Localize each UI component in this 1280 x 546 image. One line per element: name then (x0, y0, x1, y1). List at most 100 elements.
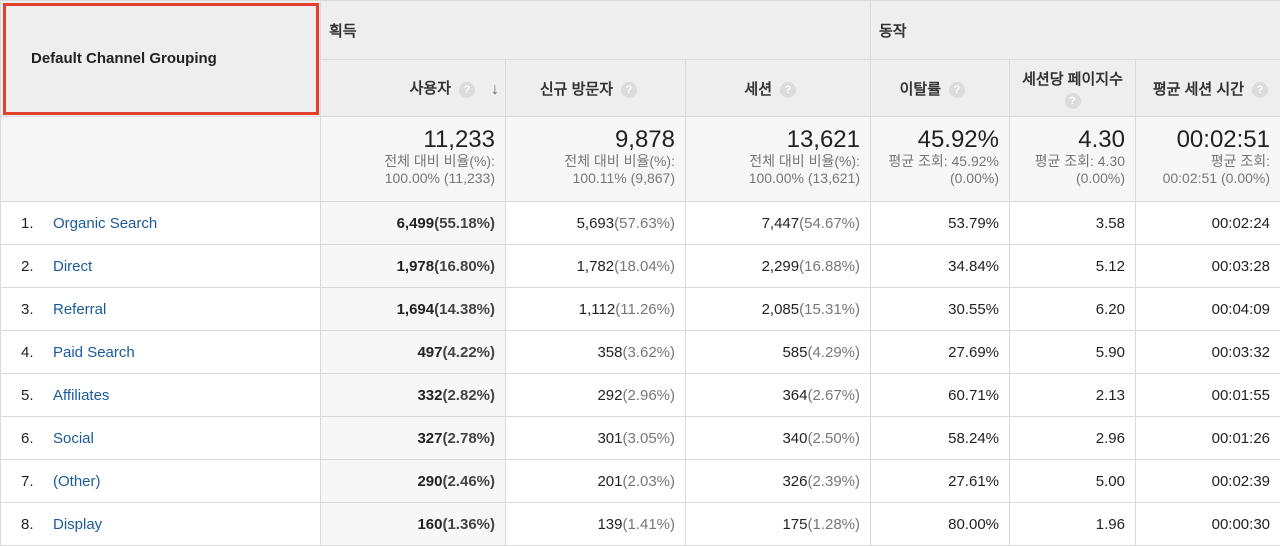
users-column-header[interactable]: 사용자?↓ (321, 60, 506, 117)
avg-session-total-caption: 평균 조회: (1136, 153, 1270, 170)
pages-total-cell: 4.30 평균 조회: 4.30 (0.00%) (1010, 117, 1136, 202)
new-visitors-cell: 1,112(11.26%) (506, 288, 686, 331)
pages-per-session-cell: 5.90 (1010, 331, 1136, 374)
new-visitors-column-header[interactable]: 신규 방문자? (506, 60, 686, 117)
channel-link[interactable]: Affiliates (53, 387, 109, 404)
users-value: 1,978 (397, 258, 435, 275)
row-rank: 5. (21, 387, 53, 404)
avg-session-cell: 00:01:55 (1136, 374, 1280, 417)
help-icon[interactable]: ? (1252, 82, 1268, 98)
dimension-header-label: Default Channel Grouping (31, 50, 217, 67)
sessions-percent: (15.31%) (799, 301, 860, 318)
channel-cell: 1.Organic Search (1, 202, 321, 245)
avg-session-cell: 00:01:26 (1136, 417, 1280, 460)
bounce-total-caption: 평균 조회: 45.92% (871, 153, 999, 170)
users-total-detail: 100.00% (11,233) (321, 170, 495, 187)
channel-cell: 8.Display (1, 503, 321, 546)
bounce-rate-column-header[interactable]: 이탈률? (871, 60, 1010, 117)
help-icon[interactable]: ? (621, 82, 637, 98)
avg-session-total-detail: 00:02:51 (0.00%) (1136, 170, 1270, 187)
bounce-rate-cell: 27.69% (871, 331, 1010, 374)
totals-dimension-cell (1, 117, 321, 202)
users-percent: (2.46%) (442, 473, 495, 490)
sessions-column-header[interactable]: 세션? (686, 60, 871, 117)
avg-session-cell: 00:02:39 (1136, 460, 1280, 503)
pages-per-session-cell: 6.20 (1010, 288, 1136, 331)
sessions-total-caption: 전체 대비 비율(%): (686, 153, 860, 170)
bounce-rate-cell: 27.61% (871, 460, 1010, 503)
new-visitors-cell: 292(2.96%) (506, 374, 686, 417)
new-visitors-total-caption: 전체 대비 비율(%): (506, 153, 675, 170)
new-visitors-value: 139 (597, 516, 622, 533)
avg-session-cell: 00:00:30 (1136, 503, 1280, 546)
new-visitors-total-value: 9,878 (506, 127, 675, 153)
bounce-total-cell: 45.92% 평균 조회: 45.92% (0.00%) (871, 117, 1010, 202)
pages-per-session-cell: 5.00 (1010, 460, 1136, 503)
new-visitors-value: 292 (597, 387, 622, 404)
new-visitors-percent: (11.26%) (615, 301, 675, 318)
sessions-total-cell: 13,621 전체 대비 비율(%): 100.00% (13,621) (686, 117, 871, 202)
pages-per-session-cell: 2.96 (1010, 417, 1136, 460)
avg-session-total-value: 00:02:51 (1136, 127, 1270, 153)
avg-session-column-header[interactable]: 평균 세션 시간? (1136, 60, 1280, 117)
sessions-percent: (4.29%) (807, 344, 860, 361)
pages-per-session-column-header[interactable]: 세션당 페이지수 ? (1010, 60, 1136, 117)
users-cell: 6,499(55.18%) (321, 202, 506, 245)
sessions-cell: 364(2.67%) (686, 374, 871, 417)
help-icon[interactable]: ? (949, 82, 965, 98)
channel-link[interactable]: Direct (53, 258, 92, 275)
users-percent: (16.80%) (434, 258, 495, 275)
help-icon[interactable]: ? (1065, 93, 1081, 109)
sessions-total-detail: 100.00% (13,621) (686, 170, 860, 187)
sessions-total-value: 13,621 (686, 127, 860, 153)
sessions-cell: 2,299(16.88%) (686, 245, 871, 288)
users-percent: (2.78%) (442, 430, 495, 447)
users-value: 6,499 (397, 215, 435, 232)
row-rank: 8. (21, 516, 53, 533)
help-icon[interactable]: ? (459, 82, 475, 98)
channel-link[interactable]: Paid Search (53, 344, 135, 361)
new-visitors-percent: (2.03%) (622, 473, 675, 490)
users-percent: (1.36%) (442, 516, 495, 533)
new-visitors-column-label: 신규 방문자 (540, 81, 613, 98)
row-rank: 6. (21, 430, 53, 447)
sessions-cell: 585(4.29%) (686, 331, 871, 374)
totals-row: 11,233 전체 대비 비율(%): 100.00% (11,233) 9,8… (1, 117, 1280, 202)
avg-session-cell: 00:03:28 (1136, 245, 1280, 288)
acquisition-group-header: 획득 (321, 1, 871, 60)
avg-session-cell: 00:02:24 (1136, 202, 1280, 245)
avg-session-cell: 00:04:09 (1136, 288, 1280, 331)
help-icon[interactable]: ? (780, 82, 796, 98)
users-cell: 327(2.78%) (321, 417, 506, 460)
sort-descending-icon[interactable]: ↓ (491, 81, 499, 99)
channel-cell: 6.Social (1, 417, 321, 460)
sessions-value: 340 (782, 430, 807, 447)
channel-link[interactable]: Referral (53, 301, 106, 318)
channel-link[interactable]: Display (53, 516, 102, 533)
channel-link[interactable]: Organic Search (53, 215, 157, 232)
pages-total-caption: 평균 조회: 4.30 (1010, 153, 1125, 170)
users-value: 327 (417, 430, 442, 447)
sessions-percent: (16.88%) (799, 258, 860, 275)
users-total-cell: 11,233 전체 대비 비율(%): 100.00% (11,233) (321, 117, 506, 202)
avg-session-total-cell: 00:02:51 평균 조회: 00:02:51 (0.00%) (1136, 117, 1280, 202)
new-visitors-percent: (57.63%) (614, 215, 675, 232)
table-row: 5.Affiliates 332(2.82%)292(2.96%)364(2.67… (1, 374, 1280, 417)
row-rank: 7. (21, 473, 53, 490)
new-visitors-cell: 1,782(18.04%) (506, 245, 686, 288)
sessions-value: 2,299 (762, 258, 800, 275)
users-percent: (55.18%) (434, 215, 495, 232)
users-value: 160 (417, 516, 442, 533)
users-cell: 332(2.82%) (321, 374, 506, 417)
channel-link[interactable]: (Other) (53, 473, 101, 490)
channel-link[interactable]: Social (53, 430, 94, 447)
dimension-header[interactable]: Default Channel Grouping (1, 1, 321, 117)
users-cell: 497(4.22%) (321, 331, 506, 374)
new-visitors-cell: 358(3.62%) (506, 331, 686, 374)
users-percent: (2.82%) (442, 387, 495, 404)
